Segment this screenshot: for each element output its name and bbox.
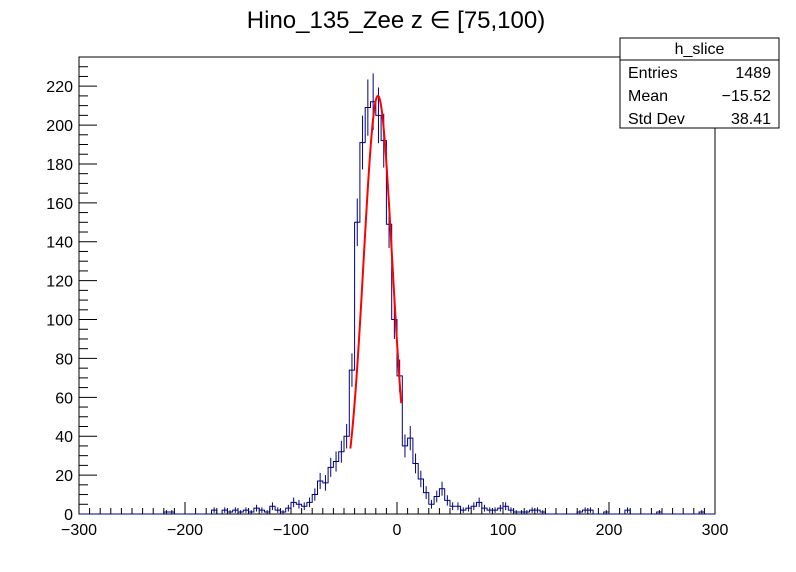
y-tick-label: 140: [46, 235, 73, 252]
x-tick-label: 200: [596, 522, 623, 539]
y-tick-label: 160: [46, 196, 73, 213]
stats-mean-value: −15.52: [722, 88, 771, 105]
y-tick-label: 60: [55, 390, 73, 407]
stats-mean-label: Mean: [628, 88, 668, 105]
x-tick-label: −200: [167, 522, 203, 539]
y-tick-label: 80: [55, 351, 73, 368]
chart-title: Hino_135_Zee z ∈ [75,100): [247, 7, 545, 34]
stats-box: h_slice Entries 1489 Mean −15.52 Std Dev…: [619, 37, 780, 129]
stats-stddev-label: Std Dev: [628, 111, 685, 128]
x-axis: −300 −200 −100 0 100 200 300: [61, 502, 728, 539]
histogram-outline: [79, 101, 715, 515]
y-tick-label: 0: [64, 507, 73, 524]
y-tick-label: 40: [55, 429, 73, 446]
y-tick-label: 100: [46, 313, 73, 330]
stats-stddev-value: 38.41: [731, 111, 771, 128]
x-tick-label: 0: [393, 522, 402, 539]
histogram-layer: [79, 73, 715, 515]
stats-entries-label: Entries: [628, 65, 678, 82]
x-tick-label: 300: [702, 522, 729, 539]
x-tick-label: −100: [273, 522, 309, 539]
stats-name: h_slice: [675, 41, 725, 58]
y-tick-label: 120: [46, 274, 73, 291]
y-tick-label: 220: [46, 79, 73, 96]
gaussian-fit-curve: [349, 94, 403, 449]
y-tick-label: 20: [55, 468, 73, 485]
stats-box-frame: [619, 37, 780, 129]
stats-entries-value: 1489: [735, 65, 771, 82]
fit-layer: [349, 94, 403, 449]
x-tick-label: −300: [61, 522, 97, 539]
x-tick-label: 100: [490, 522, 517, 539]
y-axis: 0 20 40 60 80 100 120 140 160 180 200 220: [46, 56, 97, 524]
y-tick-label: 180: [46, 157, 73, 174]
y-tick-label: 200: [46, 118, 73, 135]
